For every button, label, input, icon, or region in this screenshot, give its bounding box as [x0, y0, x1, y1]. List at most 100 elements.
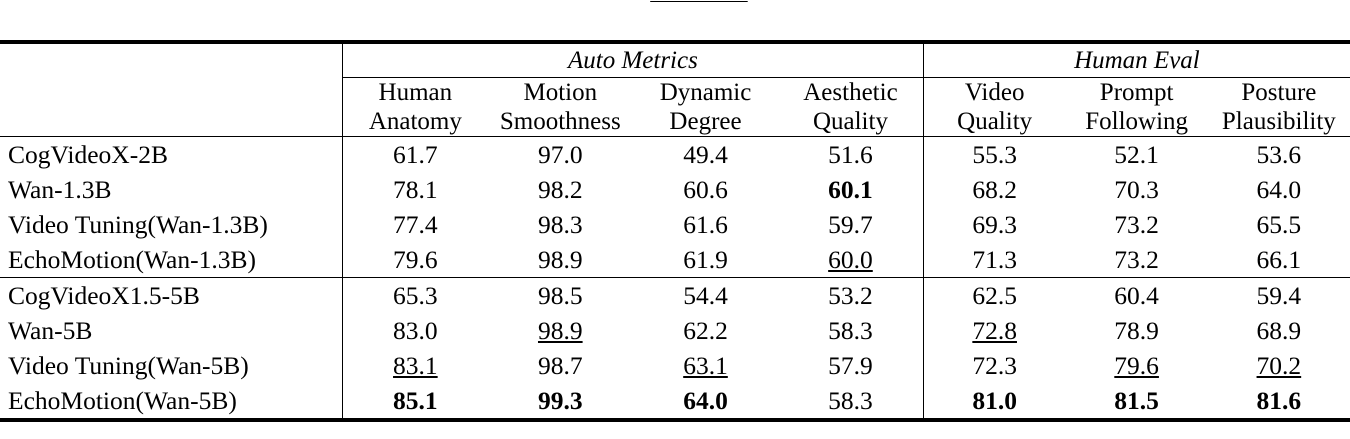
metric-value: 81.5: [1114, 385, 1159, 415]
rule-segment: [632, 77, 779, 78]
metric-value: 81.0: [972, 385, 1017, 415]
metric-value: 98.3: [537, 209, 583, 239]
metric-value: 61.6: [683, 209, 728, 239]
metric-value-cell: 69.3: [922, 207, 1066, 242]
metric-value: 98.2: [537, 174, 583, 204]
metric-value-cell: 61.7: [341, 137, 488, 172]
caption-underlined-fragment: EchoMotion: [650, 0, 748, 5]
metric-value-cell: 97.0: [488, 137, 633, 172]
table-row: Video Tuning(Wan-5B) 83.1 98.7 63.1 57.9 72.3…: [0, 348, 1350, 383]
metric-value-cell: 62.2: [633, 313, 778, 348]
caption-text: Table: [602, 0, 645, 5]
metric-value: 98.9: [537, 244, 583, 274]
metric-value-cell: 99.3: [488, 383, 633, 420]
metric-value-cell: 65.5: [1208, 207, 1350, 242]
column-group-header-row: Auto Metrics Human Eval: [0, 44, 1350, 78]
metric-value-cell: 70.3: [1066, 172, 1208, 207]
table-rule-thick: [0, 418, 1350, 424]
rule-segment: [778, 136, 924, 137]
metric-value-cell: 98.7: [488, 348, 633, 383]
rule-segment: [341, 277, 488, 278]
rule-segment: [1207, 277, 1350, 278]
rule-segment: [922, 136, 1066, 137]
column-header-line2-aesthetic-quality: Quality: [812, 108, 888, 135]
rule-segment: [778, 77, 924, 78]
metric-value: 64.0: [1256, 174, 1302, 204]
metric-value-cell: 81.5: [1066, 383, 1208, 420]
rule-segment: [1207, 418, 1350, 424]
method-column-header: [0, 107, 343, 137]
rule-segment: [1207, 136, 1350, 137]
metric-value-cell: 83.0: [341, 313, 488, 348]
metric-value: 64.0: [683, 385, 728, 415]
column-header-line1-video-quality: Video: [922, 78, 1066, 107]
metric-value-cell: 79.6: [1066, 348, 1208, 383]
column-header-row-1: Human Motion Dynamic Aesthetic Video Prompt Po…: [0, 78, 1350, 107]
metric-value: 78.9: [1114, 315, 1159, 345]
rule-segment: [487, 418, 633, 424]
metric-value: 81.6: [1256, 385, 1302, 415]
metric-value-cell: 60.6: [633, 172, 778, 207]
metric-value-cell: 53.2: [778, 278, 923, 313]
metric-value: 77.4: [393, 209, 438, 239]
results-table-body: Auto Metrics Human Eval Human Motion Dynamic…: [0, 40, 1350, 424]
metric-value: 60.4: [1114, 280, 1159, 310]
metric-value-cell: 79.6: [341, 242, 488, 278]
metric-value-cell: 58.3: [778, 313, 923, 348]
column-header-line1-dynamic-degree: Dynamic: [659, 79, 752, 106]
table-row: EchoMotion(Wan-1.3B) 79.6 98.9 61.9 60.0 71.3…: [0, 242, 1350, 278]
metric-value-cell: 61.6: [633, 207, 778, 242]
metric-value-cell: 98.3: [488, 207, 633, 242]
column-header-line1-posture-plausibility: Posture: [1241, 79, 1317, 106]
table-row: CogVideoX-2B 61.7 97.0 49.4 51.6 55.3 52.1 53.6: [0, 137, 1350, 172]
metric-value-cell: 85.1: [341, 383, 488, 420]
metric-value: 54.4: [683, 280, 728, 310]
metric-value-cell: 61.9: [633, 242, 778, 278]
metric-value-cell: 73.2: [1066, 207, 1208, 242]
table-row: Wan-1.3B 78.1 98.2 60.6 60.1 68.2 70.3 64.0: [0, 172, 1350, 207]
column-header-line1-aesthetic-quality: Aesthetic: [803, 79, 898, 106]
rule-segment: [922, 77, 1066, 78]
metric-value-cell: 68.9: [1208, 313, 1350, 348]
metric-value-cell: 63.1: [633, 348, 778, 383]
method-name-cell: Wan-1.3B: [8, 174, 112, 204]
rule-segment: [487, 136, 633, 137]
rule-segment: [341, 136, 488, 137]
table-row: Wan-5B 83.0 98.9 62.2 58.3 72.8 78.9 68.9: [0, 313, 1350, 348]
rule-segment: [0, 136, 343, 137]
metric-value: 62.2: [683, 315, 728, 345]
metric-value: 70.2: [1256, 350, 1302, 380]
rule-segment: [1207, 77, 1350, 78]
metric-value-cell: 98.5: [488, 278, 633, 313]
metric-value-cell: 81.6: [1208, 383, 1350, 420]
metric-value-cell: 62.5: [922, 278, 1066, 313]
metric-value: 63.1: [683, 350, 728, 380]
metric-value: 85.1: [393, 385, 438, 415]
metric-value: 59.7: [828, 209, 873, 239]
column-group-label-human-eval: Human Eval: [922, 44, 1350, 78]
column-header-line2-prompt-following: Following: [1085, 108, 1189, 135]
metric-value: 66.1: [1256, 244, 1302, 274]
metric-value: 97.0: [537, 139, 583, 169]
rule-segment: [1065, 77, 1208, 78]
metric-value: 49.4: [683, 139, 728, 169]
metric-value: 69.3: [972, 209, 1017, 239]
table-row: CogVideoX1.5-5B 65.3 98.5 54.4 53.2 62.5 60.4 5…: [0, 278, 1350, 313]
metric-value: 73.2: [1114, 244, 1159, 274]
metric-value-cell: 98.9: [488, 313, 633, 348]
metric-value-cell: 68.2: [922, 172, 1066, 207]
metric-value: 60.1: [828, 174, 873, 204]
metric-value: 60.0: [828, 244, 873, 274]
metric-value-cell: 57.9: [778, 348, 923, 383]
rule-segment: [341, 77, 488, 78]
rule-segment: [778, 418, 924, 424]
column-group-label-auto-metrics: Auto Metrics: [342, 44, 924, 78]
metric-value-cell: 53.6: [1208, 137, 1350, 172]
metric-value: 65.3: [393, 280, 438, 310]
column-header-line1-prompt-following: Prompt: [1099, 79, 1174, 106]
rule-segment: [341, 418, 488, 424]
rule-segment: [0, 418, 343, 424]
metric-value-cell: 72.3: [922, 348, 1066, 383]
metric-value-cell: 83.1: [341, 348, 488, 383]
column-header-line2-dynamic-degree: Degree: [669, 108, 742, 135]
